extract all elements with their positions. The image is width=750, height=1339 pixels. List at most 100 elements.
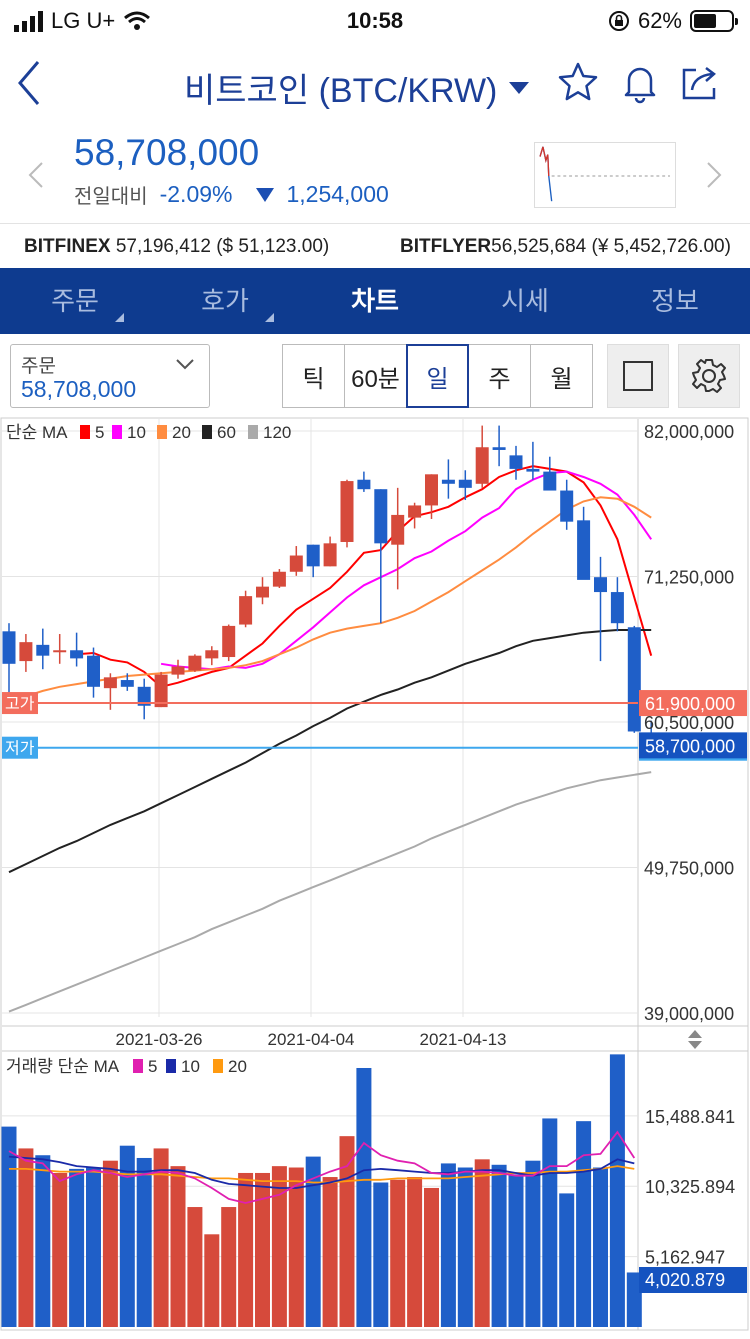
back-icon[interactable] [14,58,44,108]
ma-legend-item: 120 [263,423,291,442]
exchange-name: BITFLYER [400,236,492,257]
change-percent: -2.09% [159,181,233,207]
tab-label: 차트 [351,286,399,316]
candle-body [391,514,405,545]
period-week-button[interactable]: 주 [468,344,531,408]
volume-bar [119,1145,135,1327]
candle-body [509,455,523,469]
volume-bar [52,1172,68,1327]
ma-120-line [8,771,652,1013]
volume-bar [491,1164,507,1327]
candle-body [103,677,117,689]
candle-body [70,650,84,659]
ma-5-line [76,465,653,688]
chevron-down-icon [176,359,194,370]
volume-bar [238,1172,254,1327]
period-60min-button[interactable]: 60분 [344,344,407,408]
period-month-button[interactable]: 월 [530,344,593,408]
app-header: 비트코인 (BTC/KRW) [0,48,750,120]
candle-body [289,555,303,572]
chevron-left-icon[interactable] [26,160,46,190]
period-tick-button[interactable]: 틱 [282,344,345,408]
volume-bar [440,1163,456,1327]
tab-quotes[interactable]: 시세 [450,268,600,334]
y-tick-label: 39,000,000 [644,1004,734,1024]
candle-body [205,650,219,659]
volume-bar [356,1067,372,1327]
y-tick-label: 71,250,000 [644,568,734,588]
bell-icon[interactable] [618,60,662,104]
share-icon[interactable] [678,60,722,104]
star-icon[interactable] [556,60,600,104]
candle-body [526,468,540,472]
page-title: 비트코인 (BTC/KRW) [184,72,498,110]
volume-bar [609,1054,625,1327]
x-tick-label: 2021-03-26 [116,1030,203,1049]
volume-bar [424,1187,439,1327]
tab-bar: 주문 호가 차트 시세 정보 [0,268,750,334]
candle-body [256,586,269,598]
volume-bar [204,1234,220,1327]
volume-bar [35,1155,51,1327]
candle-body [272,571,286,587]
volume-bar [407,1177,423,1327]
change-amount: 1,254,000 [286,181,389,207]
ma-legend-item: 60 [217,423,236,442]
ma-legend-swatch [248,425,258,439]
resize-up-icon [688,1030,702,1038]
tab-label: 시세 [501,286,549,316]
exchange-item: BITFINEX 57,196,412 ($ 51,123.00) [24,236,329,258]
candle-body [137,686,151,706]
volume-legend-swatch [166,1059,176,1073]
period-day-button[interactable]: 일 [406,344,469,408]
chevron-right-icon[interactable] [704,160,724,190]
candle-body [306,544,320,567]
candle-body [594,577,607,593]
volume-bar [18,1148,34,1327]
resize-down-icon [688,1041,702,1049]
tab-order[interactable]: 주문 [0,268,150,334]
candle-body [610,592,624,624]
order-type-select[interactable]: 주문 58,708,000 [10,344,210,408]
volume-bar [322,1177,338,1327]
volume-bar [390,1179,406,1327]
volume-current-value: 4,020.879 [645,1270,725,1290]
rotation-lock-icon [608,11,629,31]
price-change: 전일대비 -2.09% 1,254,000 [74,180,389,209]
low-label: 저가 [5,740,35,758]
ma-legend-item: 5 [95,423,104,442]
status-bar: LG U+ 10:58 62% [0,0,750,42]
volume-legend-swatch [133,1059,143,1073]
candle-body [154,674,168,708]
fullscreen-button[interactable] [607,344,669,408]
tab-info[interactable]: 정보 [600,268,750,334]
volume-bar [153,1148,169,1327]
exchange-value: 57,196,412 ($ 51,123.00) [115,236,330,257]
candle-body [2,631,16,664]
volume-bar [136,1157,152,1327]
order-select-value: 58,708,000 [21,376,137,402]
volume-legend-item: 5 [148,1057,157,1076]
y-tick-label: 60,500,000 [644,713,734,733]
volume-bar [271,1166,287,1327]
volume-legend-item: 10 [181,1057,200,1076]
coin-selector[interactable]: 비트코인 (BTC/KRW) [184,63,530,112]
volume-bar [86,1167,101,1327]
tab-chart[interactable]: 차트 [300,268,450,334]
ma-legend-item: 10 [127,423,146,442]
battery-percent: 62% [637,8,682,33]
tab-orderbook[interactable]: 호가 [150,268,300,334]
chart-controls: 주문 58,708,000 틱 60분 일 주 월 [0,334,750,418]
settings-button[interactable] [678,344,740,408]
current-value: 58,700,000 [645,736,735,756]
y-tick-label: 49,750,000 [644,859,734,879]
mini-chart [534,142,676,208]
candle-body [408,505,422,518]
y-tick-label: 82,000,000 [644,422,734,442]
candle-body [374,489,388,544]
period-selector: 틱 60분 일 주 월 [282,344,593,408]
candle-body [188,655,202,671]
candle-body [627,627,641,732]
